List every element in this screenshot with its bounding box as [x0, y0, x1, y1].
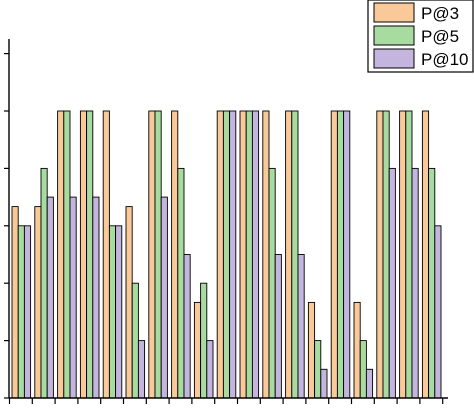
bar-Pat3-7 [148, 110, 156, 399]
bar-Pat3-8 [171, 110, 179, 399]
bar-Pat5-17 [382, 110, 390, 399]
bar-Pat10-7 [160, 196, 168, 399]
bar-Pat10-11 [251, 110, 260, 399]
bars-layer [11, 110, 442, 399]
bar-Pat5-3 [63, 110, 71, 399]
bar-Pat5-5 [108, 225, 117, 399]
bar-Pat10-6 [137, 340, 146, 399]
bar-Pat10-19 [434, 225, 442, 399]
bar-Pat3-2 [34, 206, 42, 399]
bar-Pat3-9 [193, 301, 202, 399]
bar-Pat10-12 [274, 254, 282, 399]
bar-Pat3-14 [307, 301, 316, 399]
bar-Pat10-1 [23, 225, 32, 399]
bar-Pat3-17 [376, 110, 384, 399]
bar-Pat10-16 [365, 368, 374, 399]
bar-Pat3-5 [102, 110, 110, 399]
bar-Pat3-12 [262, 110, 270, 399]
bar-Pat3-10 [216, 110, 224, 399]
legend-label-Pat3: P@3 [421, 4, 459, 23]
bar-Pat3-11 [239, 110, 247, 399]
legend: P@3 P@5 P@10 [367, 0, 474, 73]
bar-Pat3-6 [125, 206, 133, 399]
bar-Pat5-14 [314, 340, 322, 399]
bar-Pat3-19 [421, 110, 430, 399]
bar-Pat5-6 [131, 282, 139, 399]
bar-Pat5-4 [86, 110, 94, 399]
bar-Pat10-8 [183, 254, 191, 399]
bar-Pat10-15 [343, 110, 351, 399]
bar-Pat5-19 [428, 167, 436, 399]
bar-Pat10-9 [206, 340, 214, 399]
bar-Pat3-18 [399, 110, 407, 399]
bar-Pat5-12 [268, 167, 276, 399]
legend-label-Pat5: P@5 [421, 27, 459, 46]
bar-Pat10-4 [92, 196, 100, 399]
bar-Pat5-18 [405, 110, 413, 399]
bar-Pat10-10 [229, 110, 237, 399]
bar-Pat10-2 [46, 196, 54, 399]
bar-Pat3-3 [57, 110, 65, 399]
bar-Pat10-5 [115, 225, 123, 399]
legend-swatch-Pat3 [373, 2, 415, 23]
legend-swatch-Pat10 [373, 48, 415, 69]
bar-Pat5-16 [359, 340, 367, 399]
bar-Pat5-11 [245, 110, 253, 399]
bar-Pat5-1 [17, 225, 25, 399]
bar-Pat5-2 [40, 167, 48, 399]
bar-Pat10-3 [69, 196, 77, 399]
bar-Pat5-13 [291, 110, 299, 399]
bar-Pat10-18 [411, 167, 419, 399]
bar-Pat3-15 [330, 110, 338, 399]
bar-Pat10-13 [297, 254, 305, 399]
bar-Pat5-9 [200, 282, 208, 399]
bar-Pat5-7 [154, 110, 162, 399]
bar-Pat5-15 [336, 110, 345, 399]
bar-Pat10-14 [320, 368, 328, 399]
bar-Pat3-16 [353, 301, 361, 399]
bar-Pat3-4 [79, 110, 88, 399]
bar-Pat10-17 [388, 167, 396, 399]
bar-Pat5-10 [222, 110, 231, 399]
bar-Pat5-8 [177, 167, 185, 399]
legend-swatch-Pat5 [373, 25, 415, 46]
legend-label-Pat10: P@10 [421, 50, 469, 69]
axes-layer [4, 39, 448, 404]
bar-Pat3-1 [11, 206, 19, 399]
bar-Pat3-13 [285, 110, 293, 399]
